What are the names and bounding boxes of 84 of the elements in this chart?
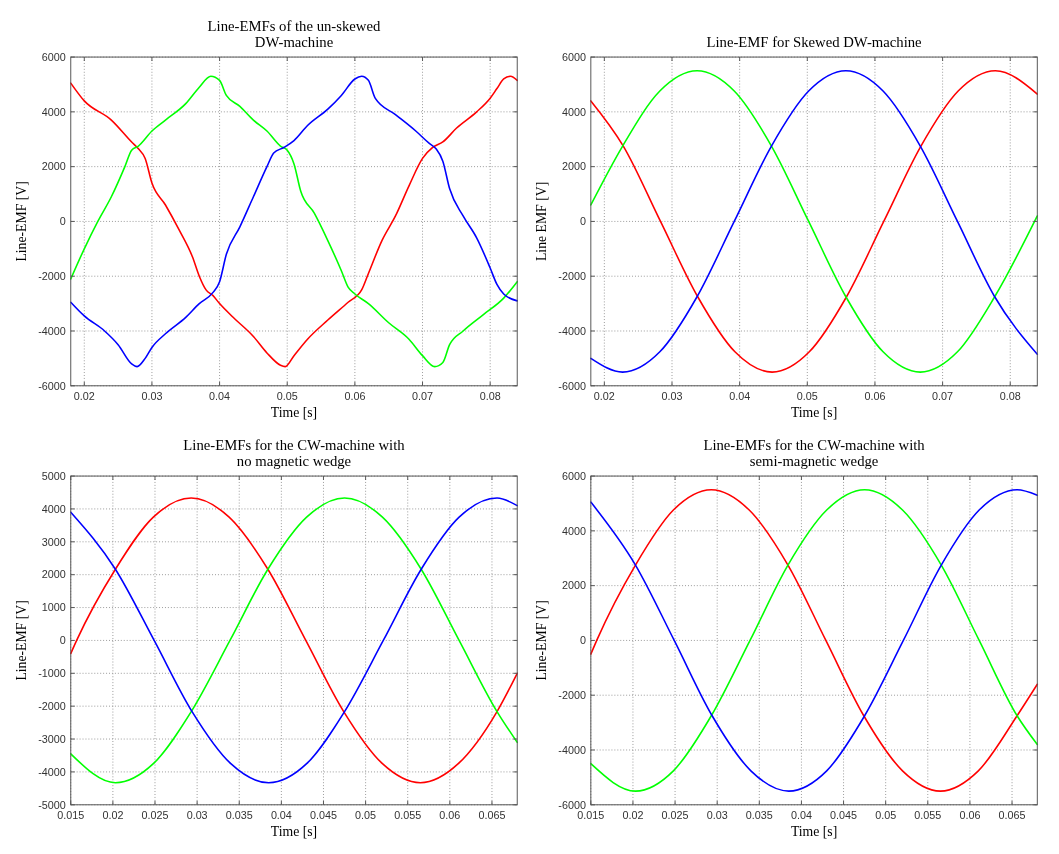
y-tick-label: -6000 — [38, 379, 66, 392]
y-axis-title: Line-EMF [V] — [13, 600, 29, 681]
y-tick-label: -4000 — [38, 324, 66, 337]
x-tick-label: 0.06 — [959, 808, 981, 821]
y-tick-label: -4000 — [558, 324, 586, 337]
y-tick-label: 2000 — [561, 579, 586, 592]
y-tick-label: 3000 — [41, 535, 66, 548]
x-axis-title: Time [s] — [790, 824, 838, 840]
x-tick-label: 0.08 — [479, 389, 501, 402]
x-tick-label: 0.07 — [932, 389, 954, 402]
x-tick-label: 0.04 — [209, 389, 231, 402]
y-tick-label: -4000 — [558, 743, 586, 756]
y-tick-label: 2000 — [561, 160, 586, 173]
y-tick-label: 2000 — [41, 160, 66, 173]
y-axis-title: Line-EMF [V] — [13, 181, 29, 262]
line-series — [69, 497, 519, 784]
x-tick-label: 0.065 — [478, 808, 506, 821]
x-tick-label: 0.06 — [344, 389, 366, 402]
y-tick-label: -2000 — [558, 688, 586, 701]
y-tick-label: 4000 — [41, 105, 66, 118]
x-tick-label: 0.015 — [577, 808, 605, 821]
x-tick-label: 0.03 — [186, 808, 208, 821]
y-tick-label: -2000 — [38, 699, 66, 712]
x-tick-label: 0.03 — [661, 389, 683, 402]
chart-title: Line-EMF for Skewed DW-machine — [706, 34, 923, 51]
x-tick-label: 0.02 — [622, 808, 644, 821]
chart-title: Line-EMFs for the CW-machine with no magnetic wedge — [183, 436, 406, 470]
line-series — [590, 488, 1039, 792]
x-tick-label: 0.035 — [225, 808, 253, 821]
x-tick-label: 0.02 — [102, 808, 124, 821]
x-tick-label: 0.04 — [790, 808, 812, 821]
y-tick-label: -6000 — [558, 798, 586, 811]
y-tick-label: -2000 — [558, 269, 586, 282]
y-tick-label: -3000 — [38, 732, 66, 745]
y-tick-label: -6000 — [558, 379, 586, 392]
y-tick-label: 0 — [579, 634, 586, 647]
chart-title: Line-EMFs for the CW-machine with semi-magnetic wedge — [703, 436, 926, 470]
y-tick-label: 0 — [59, 634, 66, 647]
x-tick-label: 0.02 — [73, 389, 95, 402]
x-tick-label: 0.055 — [394, 808, 422, 821]
line-series — [590, 69, 1039, 373]
y-axis-title: Line EMF [V] — [533, 181, 549, 262]
x-tick-label: 0.03 — [141, 389, 163, 402]
y-tick-label: -4000 — [38, 765, 66, 778]
x-tick-label: 0.025 — [141, 808, 169, 821]
y-tick-label: 4000 — [561, 105, 586, 118]
y-tick-label: 4000 — [561, 524, 586, 537]
x-tick-label: 0.04 — [270, 808, 292, 821]
x-tick-label: 0.045 — [309, 808, 337, 821]
x-tick-label: 0.07 — [412, 389, 434, 402]
x-tick-label: 0.015 — [57, 808, 85, 821]
x-axis-title: Time [s] — [270, 824, 318, 840]
x-tick-label: 0.02 — [593, 389, 615, 402]
x-tick-label: 0.08 — [999, 389, 1021, 402]
x-tick-label: 0.055 — [914, 808, 942, 821]
x-tick-label: 0.03 — [706, 808, 728, 821]
x-tick-label: 0.045 — [830, 808, 858, 821]
y-tick-label: 6000 — [561, 469, 586, 482]
y-tick-label: 4000 — [41, 502, 66, 515]
x-tick-label: 0.06 — [439, 808, 461, 821]
x-axis-title: Time [s] — [270, 405, 318, 421]
x-tick-label: 0.05 — [796, 389, 818, 402]
line-series — [69, 75, 519, 368]
y-tick-label: -2000 — [38, 269, 66, 282]
x-tick-label: 0.06 — [864, 389, 886, 402]
x-tick-label: 0.025 — [661, 808, 689, 821]
x-tick-label: 0.05 — [875, 808, 897, 821]
y-tick-label: 6000 — [41, 50, 66, 63]
y-axis-title: Line-EMF [V] — [533, 600, 549, 681]
y-tick-label: 0 — [579, 215, 586, 228]
y-tick-label: -5000 — [38, 798, 66, 811]
x-tick-label: 0.05 — [276, 389, 298, 402]
y-tick-label: 1000 — [41, 601, 66, 614]
y-tick-label: 0 — [59, 215, 66, 228]
y-tick-label: -1000 — [38, 667, 66, 680]
y-tick-label: 6000 — [561, 50, 586, 63]
x-tick-label: 0.035 — [745, 808, 773, 821]
x-axis-title: Time [s] — [790, 405, 838, 421]
y-tick-label: 5000 — [41, 469, 66, 482]
chart-title: Line-EMFs of the un-skewed DW-machine — [207, 17, 381, 51]
x-tick-label: 0.065 — [998, 808, 1026, 821]
x-tick-label: 0.04 — [729, 389, 751, 402]
x-tick-label: 0.05 — [355, 808, 377, 821]
y-tick-label: 2000 — [41, 568, 66, 581]
